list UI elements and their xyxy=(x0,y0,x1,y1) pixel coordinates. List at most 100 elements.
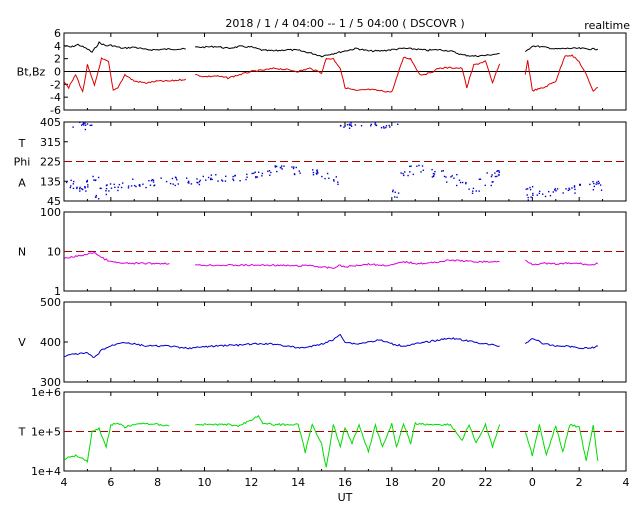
data-point xyxy=(341,122,343,123)
data-point xyxy=(458,179,461,181)
data-point xyxy=(187,180,190,183)
data-point xyxy=(343,126,345,128)
data-point xyxy=(281,168,283,170)
data-point xyxy=(475,190,477,192)
data-point xyxy=(526,194,528,196)
data-point xyxy=(568,187,570,189)
data-point xyxy=(349,124,351,126)
data-point xyxy=(486,172,488,174)
data-point xyxy=(568,188,571,191)
data-point xyxy=(232,178,234,180)
data-point xyxy=(83,124,85,126)
x-tick-label: 18 xyxy=(385,476,399,489)
data-point xyxy=(269,174,271,176)
data-point xyxy=(344,125,346,127)
y-tick-label: -4 xyxy=(50,91,61,104)
data-point xyxy=(385,125,388,127)
data-point xyxy=(84,124,87,126)
data-point xyxy=(187,181,189,184)
data-point xyxy=(527,196,529,199)
series-bz xyxy=(64,54,599,94)
data-point xyxy=(245,178,247,181)
data-point xyxy=(421,165,424,167)
data-point xyxy=(397,123,399,125)
x-tick-label: 22 xyxy=(479,476,493,489)
data-point xyxy=(72,180,75,183)
data-point xyxy=(79,190,81,192)
series-n xyxy=(64,251,599,269)
y-tick-label: 1e+5 xyxy=(31,426,61,439)
data-point xyxy=(76,186,78,189)
x-tick-label: 6 xyxy=(107,476,114,489)
series-line xyxy=(195,414,501,468)
data-point xyxy=(490,184,492,187)
data-point xyxy=(554,189,556,191)
data-point xyxy=(105,187,108,190)
x-axis-label: UT xyxy=(338,491,353,504)
data-point xyxy=(215,174,217,176)
panel-3: 100 10 1 N xyxy=(18,206,627,298)
data-point xyxy=(346,124,349,126)
data-point xyxy=(76,187,78,190)
data-point xyxy=(72,187,75,190)
data-point xyxy=(526,188,529,190)
series-line xyxy=(64,57,187,94)
data-point xyxy=(350,122,352,124)
data-point xyxy=(145,186,147,189)
data-point xyxy=(210,177,212,180)
data-point xyxy=(531,185,534,188)
data-point xyxy=(105,193,108,196)
data-point xyxy=(239,180,241,182)
data-point xyxy=(149,184,152,186)
data-point xyxy=(82,122,85,124)
data-point xyxy=(274,165,276,167)
data-point xyxy=(117,189,119,192)
data-point xyxy=(333,179,335,181)
data-point xyxy=(86,180,88,183)
data-point xyxy=(472,190,474,192)
series-line xyxy=(524,423,599,461)
data-point xyxy=(65,181,68,184)
data-point xyxy=(556,188,559,190)
data-point xyxy=(496,170,498,173)
data-point xyxy=(205,179,207,181)
data-point xyxy=(139,184,141,186)
data-point xyxy=(394,196,396,198)
data-point xyxy=(491,174,493,176)
data-point xyxy=(199,179,201,182)
data-point xyxy=(174,184,176,187)
data-point xyxy=(100,187,102,190)
y-tick-label: 405 xyxy=(40,116,61,129)
data-point xyxy=(95,194,98,197)
data-point xyxy=(491,181,493,183)
data-point xyxy=(127,185,130,187)
data-point xyxy=(113,183,115,186)
data-point xyxy=(80,124,83,126)
data-point xyxy=(97,176,100,179)
data-point xyxy=(496,175,498,178)
data-point xyxy=(465,181,467,184)
data-point xyxy=(382,126,385,128)
data-point xyxy=(337,181,339,183)
data-point xyxy=(61,180,62,181)
series-line xyxy=(524,54,599,92)
data-point xyxy=(142,183,144,185)
y-axis-label: A xyxy=(18,176,26,189)
data-point xyxy=(574,188,576,191)
data-point xyxy=(171,177,174,180)
data-point xyxy=(316,170,318,172)
data-point xyxy=(72,126,74,128)
data-point xyxy=(409,171,411,173)
data-point xyxy=(84,186,86,188)
data-point xyxy=(354,124,357,126)
data-point xyxy=(190,183,193,185)
data-point xyxy=(442,170,444,172)
data-point xyxy=(84,122,86,125)
data-point xyxy=(494,175,497,178)
series-line xyxy=(195,45,500,58)
data-point xyxy=(565,188,567,190)
data-point xyxy=(397,192,400,194)
data-point xyxy=(498,171,501,174)
data-point xyxy=(394,191,396,193)
